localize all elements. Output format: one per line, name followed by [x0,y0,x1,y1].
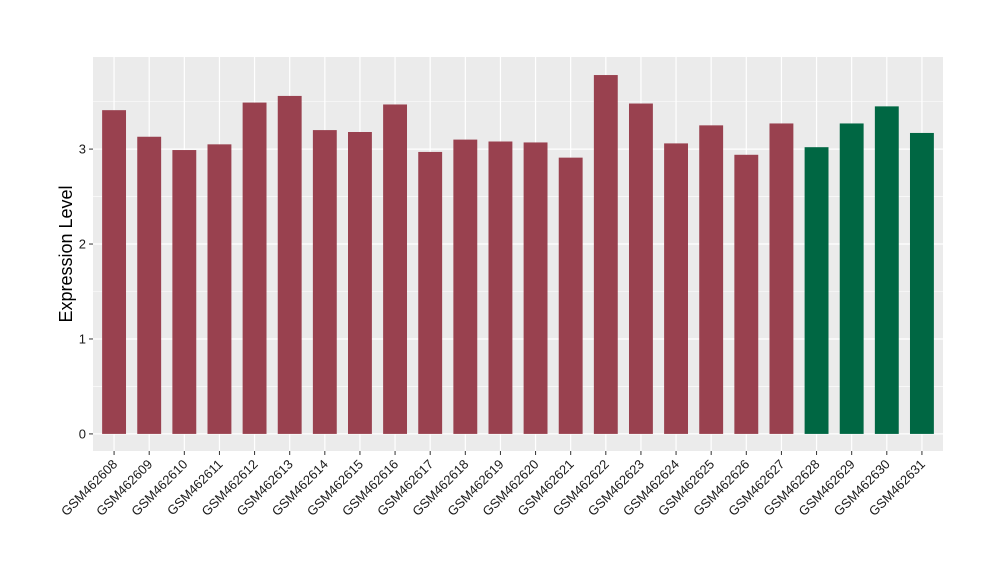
bar [699,125,724,434]
bar [874,106,899,434]
bars [102,75,934,434]
y-tick-label: 2 [79,237,86,252]
bar [664,143,688,434]
bar [418,151,443,434]
bar [172,150,197,434]
bar [453,139,478,434]
y-tick-label: 3 [79,142,86,157]
bar [558,157,583,434]
plot-panel [93,57,943,451]
y-axis: 0 1 2 3 [79,142,93,441]
bar [383,104,408,434]
bar [277,95,302,434]
bar [348,132,372,434]
bar [242,102,267,434]
bar [593,75,618,434]
bar [102,110,127,434]
bar [312,130,337,434]
y-tick-label: 0 [79,426,86,441]
y-tick-label: 1 [79,331,86,346]
bar [769,123,794,434]
bar [137,136,162,434]
bar [734,154,759,434]
bar [628,103,653,434]
y-axis-label: Expression Level [56,185,76,322]
bar [488,141,513,434]
x-axis: GSM462608GSM462609GSM462610GSM462611GSM4… [58,451,928,519]
bar [523,142,548,434]
bar [839,123,864,434]
bar [909,132,934,434]
bar [207,144,232,434]
bar [804,147,829,434]
